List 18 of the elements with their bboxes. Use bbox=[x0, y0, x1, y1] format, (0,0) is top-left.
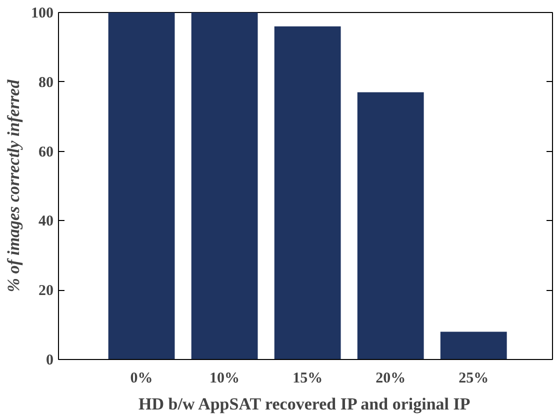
y-tick-label: 40 bbox=[38, 214, 54, 230]
bar bbox=[191, 12, 258, 360]
y-axis-title: % of images correctly inferred bbox=[4, 79, 23, 292]
y-tick-label: 80 bbox=[38, 74, 54, 91]
bar bbox=[274, 26, 341, 360]
x-tick-label: 10% bbox=[210, 370, 240, 386]
bar bbox=[108, 12, 175, 360]
bar bbox=[440, 332, 507, 360]
y-tick-label: 100 bbox=[31, 6, 54, 22]
y-tick-label: 20 bbox=[38, 283, 54, 300]
bar bbox=[357, 92, 424, 360]
x-tick-label: 20% bbox=[376, 370, 406, 386]
x-axis-title: HD b/w AppSAT recovered IP and original IP bbox=[138, 394, 470, 414]
x-tick-label: 25% bbox=[458, 370, 489, 386]
y-tick-label: 0 bbox=[46, 352, 54, 368]
x-tick-label: 0% bbox=[130, 370, 153, 386]
y-tick-label: 60 bbox=[38, 144, 54, 160]
x-tick-label: 15% bbox=[292, 370, 323, 386]
